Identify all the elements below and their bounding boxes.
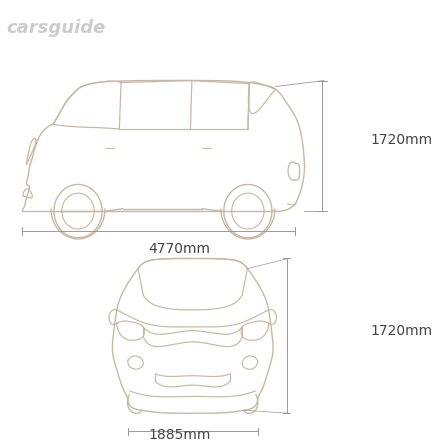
Text: 4770mm: 4770mm xyxy=(148,242,211,256)
Text: 1720mm: 1720mm xyxy=(370,133,432,147)
Text: 1885mm: 1885mm xyxy=(148,428,211,442)
Text: 1720mm: 1720mm xyxy=(370,324,432,338)
Text: carsguide: carsguide xyxy=(6,19,106,37)
